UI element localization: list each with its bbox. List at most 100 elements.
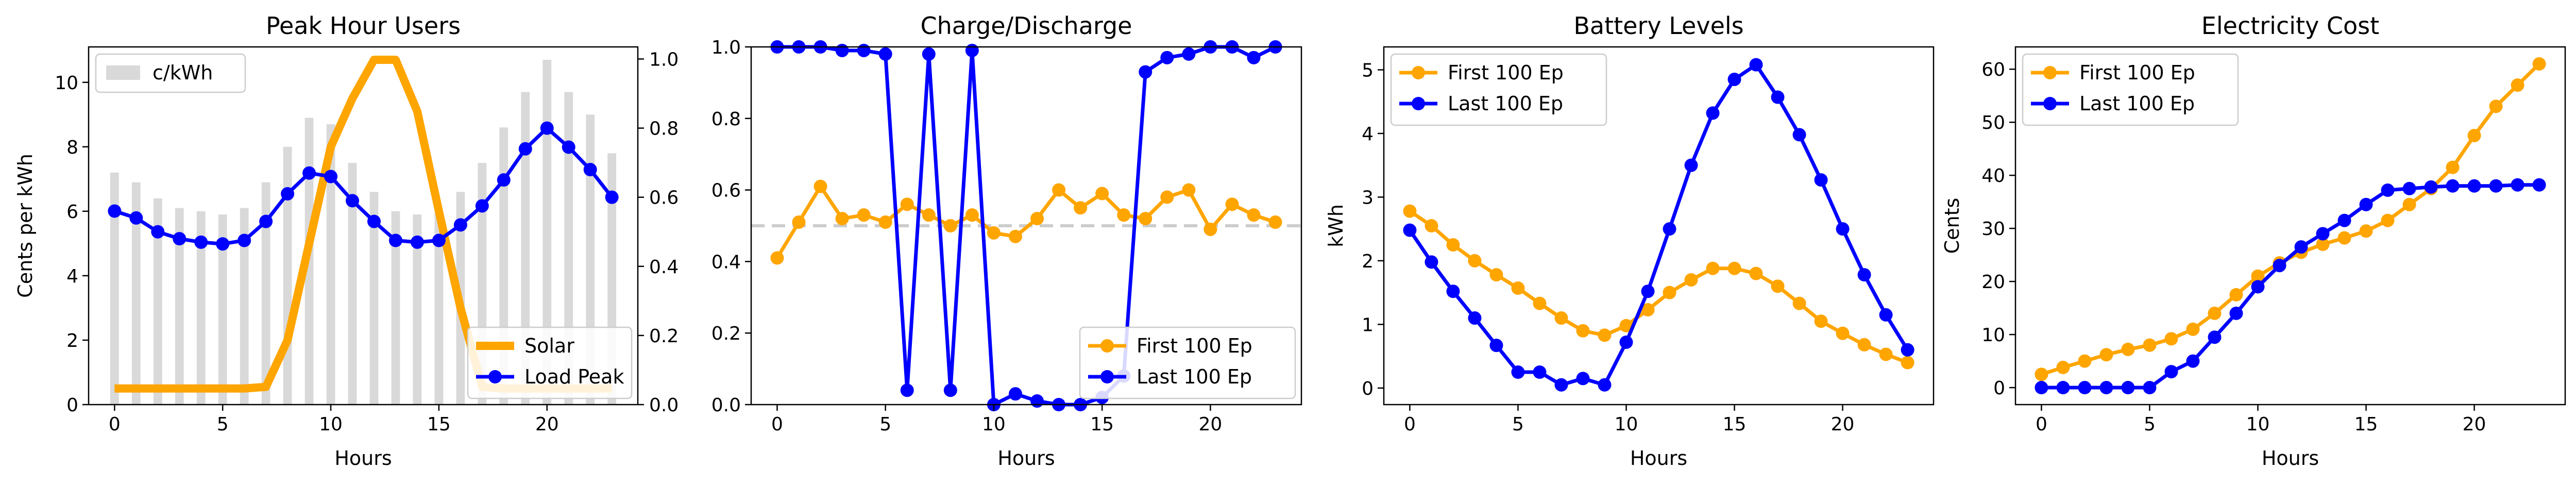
legend-frame (1079, 326, 1296, 399)
data-point (151, 225, 165, 239)
x-axis-label: Hours (334, 447, 392, 470)
data-point (2489, 179, 2503, 193)
data-point (583, 163, 597, 177)
y-tick-label: 4 (1362, 124, 1374, 145)
data-point (1857, 268, 1871, 282)
data-point (2143, 381, 2157, 395)
x-tick-label: 10 (2246, 414, 2270, 435)
data-point (1684, 273, 1698, 287)
data-point (2337, 213, 2351, 227)
y-tick-label: 10 (55, 73, 78, 94)
data-point (1619, 335, 1633, 349)
data-point (1247, 51, 1261, 64)
legend-marker (488, 370, 502, 383)
y-tick-label: 60 (1981, 59, 2005, 80)
data-point (900, 197, 914, 211)
data-point (2424, 180, 2438, 194)
y-tick-label: 0 (1362, 378, 1374, 399)
data-point (1095, 187, 1109, 200)
legend: c/kWh (95, 53, 246, 93)
data-point (2316, 238, 2330, 252)
data-point (1425, 219, 1438, 232)
data-point (2121, 342, 2135, 356)
data-point (1468, 254, 1482, 267)
chart-title: Battery Levels (1573, 12, 1743, 40)
plot-frame (2014, 46, 2566, 406)
data-point (1403, 204, 1417, 218)
data-point (2402, 197, 2416, 211)
data-point (2164, 365, 2178, 379)
y2-tick-label: 0.4 (649, 257, 679, 278)
data-point (922, 208, 936, 222)
data-point (1727, 72, 1741, 86)
data-point (2381, 213, 2395, 227)
y-tick-label: 10 (1981, 325, 2005, 346)
x-tick-label: 15 (427, 414, 451, 435)
x-tick-label: 15 (1090, 414, 1114, 435)
x-axis-label: Hours (2262, 447, 2319, 470)
legend-label: Load Peak (524, 365, 624, 388)
data-point (1814, 173, 1828, 187)
data-point (1901, 343, 1914, 357)
y-tick-label: 4 (66, 266, 78, 287)
data-point (1554, 311, 1568, 325)
data-point (2056, 360, 2070, 374)
y-axis-label: Cents (1941, 198, 1963, 254)
data-point (2359, 224, 2373, 238)
legend-frame (1390, 53, 1607, 126)
data-point (432, 233, 446, 247)
data-point (2337, 231, 2351, 245)
bar (326, 124, 335, 405)
y-tick-label: 0.4 (711, 252, 741, 273)
data-point (1576, 372, 1590, 386)
data-point (1706, 106, 1720, 120)
plot-frame (1383, 46, 1935, 406)
y-tick-label: 0.2 (711, 323, 741, 344)
data-point (2078, 381, 2092, 395)
data-point (1749, 266, 1763, 280)
data-point (2078, 354, 2092, 368)
y-tick-label: 5 (1362, 60, 1374, 81)
data-point (2489, 99, 2503, 113)
y-tick-label: 50 (1981, 112, 2005, 133)
data-point (1247, 208, 1261, 222)
legend-marker (1100, 370, 1114, 383)
x-tick-label: 5 (879, 414, 891, 435)
bar (391, 211, 400, 405)
data-point (835, 212, 849, 226)
y-tick-label: 2 (1362, 251, 1374, 272)
y-tick-label: 1.0 (711, 37, 741, 58)
y-axis-label: Cents per kWh (14, 154, 37, 298)
legend-marker (2043, 97, 2057, 110)
data-point (1598, 328, 1612, 342)
data-point (388, 233, 402, 247)
data-point (2467, 128, 2481, 142)
data-point (238, 233, 251, 247)
x-tick-label: 10 (1615, 414, 1638, 435)
bar (261, 182, 270, 405)
x-tick-label: 20 (1198, 414, 1222, 435)
data-point (1139, 65, 1153, 79)
x-tick-label: 5 (217, 414, 229, 435)
data-point (1182, 183, 1196, 197)
x-tick-label: 0 (109, 414, 121, 435)
y-tick-label: 30 (1981, 219, 2005, 240)
y-tick-label: 40 (1981, 165, 2005, 187)
data-point (324, 170, 338, 183)
data-point (497, 173, 511, 187)
data-point (2467, 179, 2481, 193)
data-point (1511, 365, 1525, 379)
x-axis-label: Hours (1630, 447, 1687, 470)
y-tick-label: 0 (1993, 378, 2005, 399)
y2-tick-label: 0.6 (649, 188, 679, 209)
data-point (2359, 197, 2373, 211)
bar (131, 182, 141, 405)
bar (413, 214, 422, 405)
data-point (943, 219, 957, 232)
data-point (1160, 190, 1174, 204)
data-point (922, 47, 936, 61)
bar (521, 92, 530, 405)
data-point (1749, 58, 1763, 72)
y-tick-label: 0.8 (711, 109, 741, 130)
